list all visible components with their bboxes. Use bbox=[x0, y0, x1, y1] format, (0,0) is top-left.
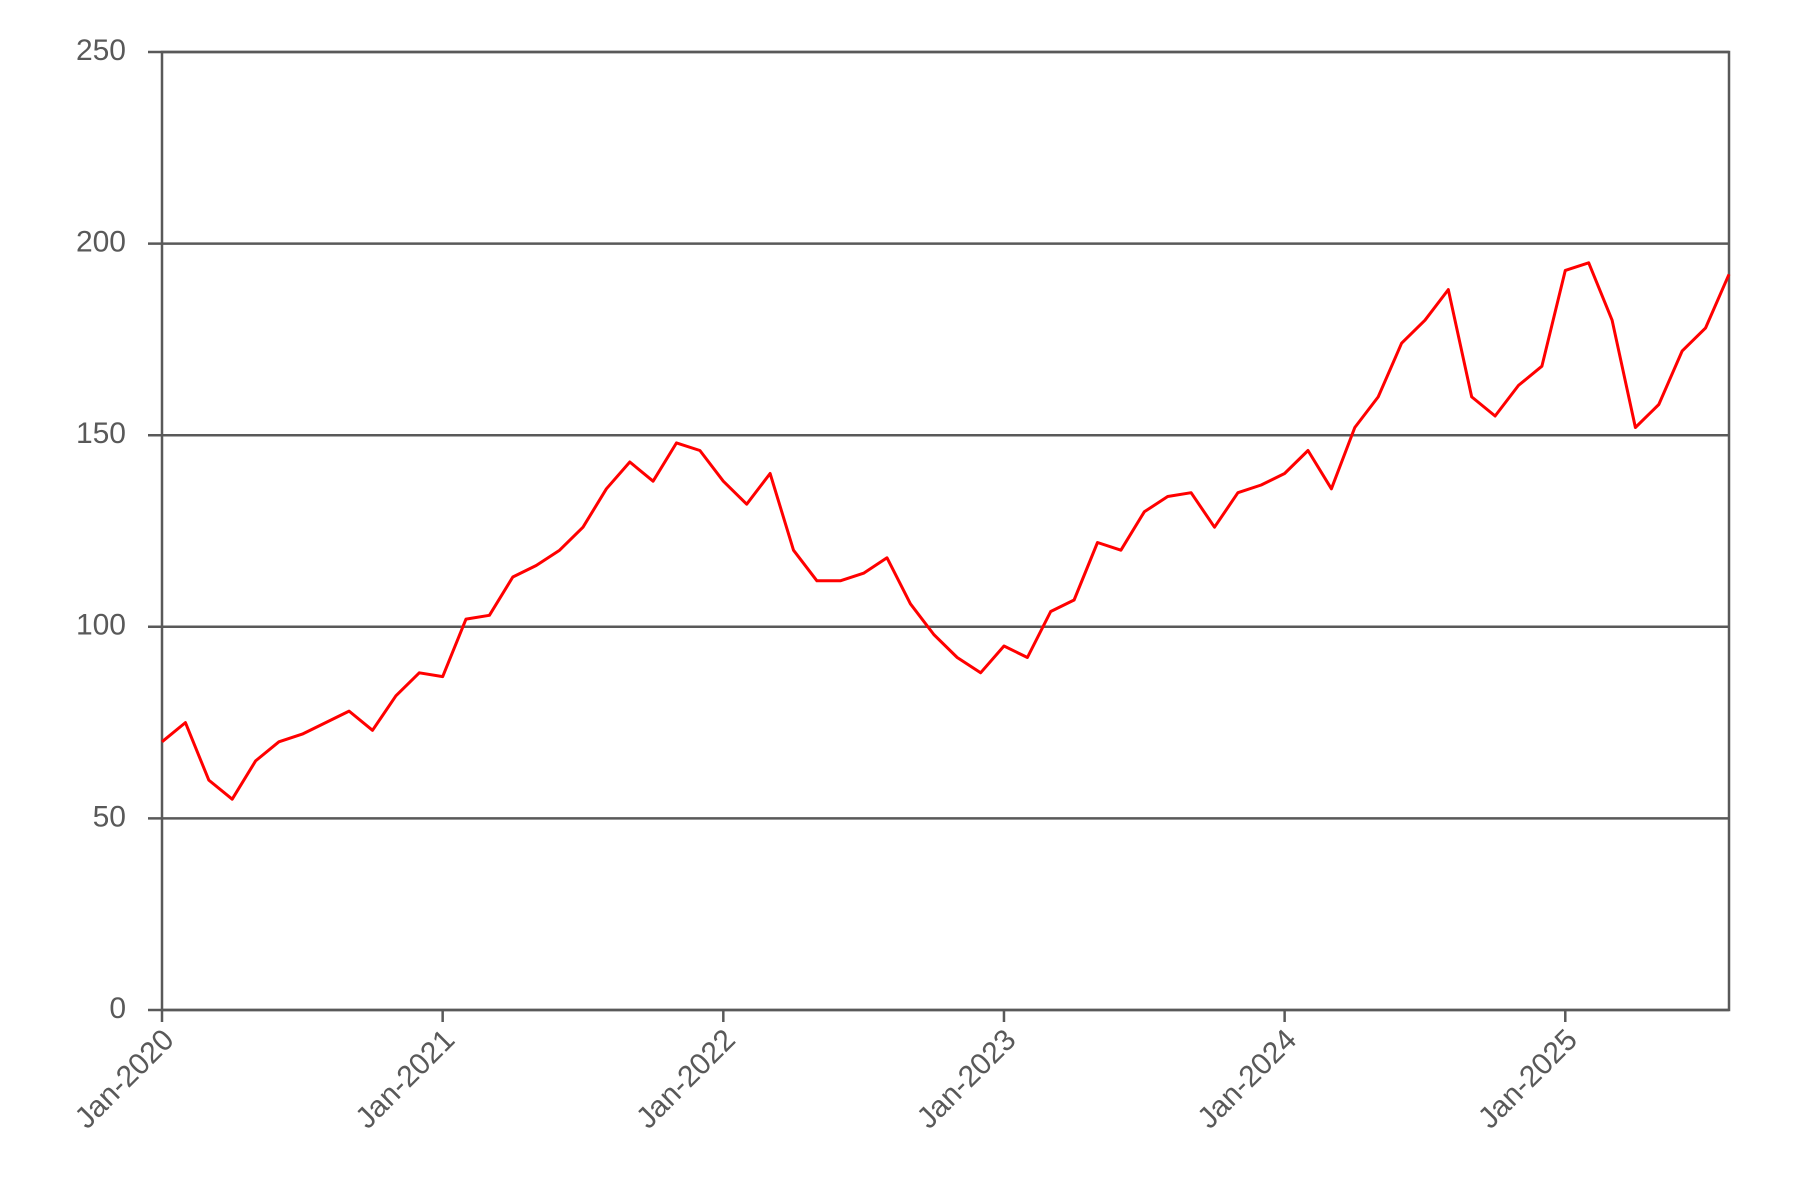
y-tick-label: 200 bbox=[76, 226, 126, 259]
line-series bbox=[161, 261, 1731, 801]
y-tick-label: 50 bbox=[93, 800, 126, 833]
y-tick-label: 100 bbox=[76, 609, 126, 642]
y-tick-label: 250 bbox=[76, 34, 126, 67]
y-tick-label: 150 bbox=[76, 417, 126, 450]
x-tick-label: Jan-2023 bbox=[911, 1023, 1023, 1135]
x-tick-label: Jan-2024 bbox=[1191, 1023, 1303, 1135]
x-tick-label: Jan-2025 bbox=[1472, 1023, 1584, 1135]
x-tick-label: Jan-2020 bbox=[69, 1023, 181, 1135]
x-tick-label: Jan-2021 bbox=[349, 1023, 461, 1135]
x-tick-label: Jan-2022 bbox=[630, 1023, 742, 1135]
y-tick-label: 0 bbox=[109, 992, 126, 1025]
plot-frame bbox=[160, 50, 1731, 1012]
